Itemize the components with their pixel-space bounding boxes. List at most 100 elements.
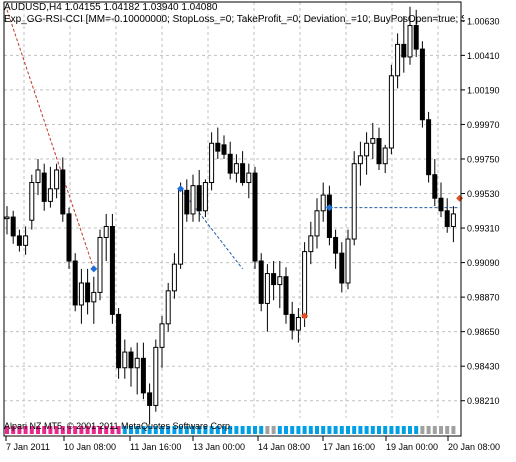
- candle-body-bear: [128, 351, 134, 369]
- candle-body-bull: [23, 235, 29, 246]
- candle: [103, 213, 109, 262]
- candle: [401, 16, 407, 73]
- buy-signal-marker: [325, 204, 333, 212]
- indicator-bar: [346, 426, 350, 434]
- candle-body-bear: [60, 169, 66, 215]
- candle: [388, 64, 394, 155]
- plot-frame: [3, 1, 462, 437]
- candle-body-bull: [190, 185, 196, 215]
- candle-body-bear: [401, 43, 407, 58]
- candle-body-bull: [345, 238, 351, 284]
- candle-body-bull: [314, 210, 320, 237]
- indicator-bar: [321, 426, 326, 434]
- candle: [345, 229, 351, 290]
- indicator-bar: [265, 426, 270, 434]
- indicator-bar: [153, 426, 158, 434]
- candle-body-bull: [153, 346, 159, 406]
- candle-body-bull: [165, 290, 171, 325]
- candle-body-bull: [388, 75, 394, 149]
- candle-body-bear: [16, 235, 22, 246]
- candle: [444, 198, 450, 233]
- candle: [41, 163, 47, 211]
- indicator-bar: [197, 426, 202, 434]
- indicator-bar: [451, 426, 456, 434]
- candle-body-bear: [289, 313, 295, 331]
- indicator-bar: [439, 426, 443, 434]
- indicator-bar: [85, 426, 90, 434]
- candle: [35, 158, 41, 196]
- candle: [277, 261, 283, 309]
- candle-body-bear: [419, 48, 425, 121]
- candle: [97, 229, 103, 301]
- indicator-bar: [178, 426, 183, 434]
- indicator-bar: [228, 426, 233, 434]
- candle-body-bear: [444, 210, 450, 227]
- candle: [419, 41, 425, 128]
- candle-body-bear: [196, 185, 202, 212]
- indicator-bar: [184, 426, 189, 434]
- candle: [153, 339, 159, 412]
- candle: [29, 174, 35, 230]
- candle-body-bull: [134, 357, 140, 369]
- candle-body-bull: [202, 182, 208, 212]
- indicator-bar: [395, 426, 400, 434]
- candle: [333, 229, 339, 269]
- candle-body-bear: [227, 153, 233, 174]
- candle-body-bear: [271, 273, 277, 286]
- candle-body-bull: [97, 236, 103, 293]
- y-axis-ticks: 1.00630 1.00410 1.00190 0.99970 0.99750 0.995…: [461, 16, 500, 406]
- candle-body-bull: [357, 155, 363, 165]
- candle-body-bull: [122, 351, 128, 369]
- candle-body-bear: [140, 357, 146, 394]
- candle-body-bull: [364, 142, 370, 157]
- indicator-bar: [98, 426, 102, 434]
- candle-body-bull: [233, 163, 239, 174]
- indicator-bar: [327, 426, 332, 434]
- candle: [221, 135, 227, 159]
- candle-body-bull: [295, 317, 301, 331]
- x-tick-label: 14 Jan 08:00: [258, 442, 310, 452]
- indicator-bar: [67, 426, 71, 434]
- indicator-bar: [172, 426, 177, 434]
- expert-advisor-params: Exp_GG-RSI-CCI [MM=-0.10000000; StopLoss…: [4, 14, 464, 25]
- indicator-bar: [122, 426, 127, 434]
- indicator-bar: [302, 426, 307, 434]
- candle: [54, 163, 60, 199]
- indicator-bar: [253, 426, 257, 434]
- indicator-bar: [333, 426, 338, 434]
- candle: [72, 253, 78, 312]
- candle-body-bull: [178, 189, 184, 265]
- y-tick-label: 0.98430: [467, 362, 500, 372]
- candle-body-bear: [333, 236, 339, 254]
- indicator-bar: [408, 426, 412, 434]
- indicator-bar: [432, 426, 437, 434]
- candle-body-bear: [240, 163, 246, 184]
- candle: [227, 141, 233, 180]
- indicator-bar: [426, 426, 431, 434]
- candle: [178, 182, 184, 269]
- candle: [450, 206, 456, 243]
- candle: [147, 383, 153, 425]
- indicator-bar: [215, 426, 220, 434]
- y-tick-label: 0.98210: [467, 396, 500, 406]
- indicator-bar: [234, 426, 239, 434]
- candle-body-bull: [91, 291, 97, 303]
- indicator-bar: [60, 426, 65, 434]
- candle: [159, 315, 165, 368]
- candle-body-bear: [426, 119, 432, 176]
- candle-body-bear: [147, 392, 153, 406]
- x-tick-label: 20 Jan 08:00: [448, 442, 500, 452]
- candle: [209, 132, 215, 191]
- indicator-bar: [17, 426, 22, 434]
- candle-body-bear: [252, 172, 258, 262]
- candle: [233, 154, 239, 183]
- candle: [252, 166, 258, 269]
- axes: [3, 1, 462, 437]
- candle-body-bear: [258, 260, 264, 304]
- buy-signal-marker: [90, 265, 98, 273]
- indicator-bar: [352, 426, 357, 434]
- candle-body-bull: [4, 216, 10, 220]
- candle: [339, 242, 345, 293]
